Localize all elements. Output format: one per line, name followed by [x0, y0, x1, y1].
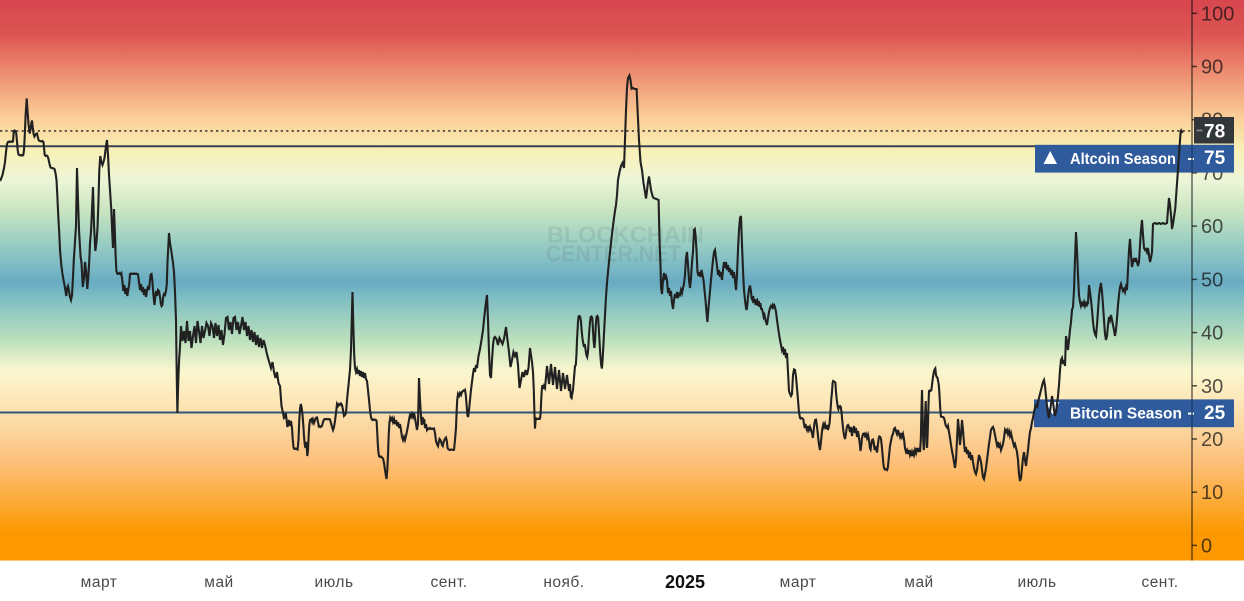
svg-text:40: 40 [1201, 323, 1223, 345]
svg-text:сент.: сент. [430, 574, 467, 591]
svg-text:Bitcoin Season: Bitcoin Season [1070, 406, 1182, 423]
svg-text:30: 30 [1201, 376, 1223, 398]
svg-text:сент.: сент. [1141, 574, 1178, 591]
svg-text:78: 78 [1204, 121, 1225, 142]
svg-text:10: 10 [1201, 482, 1223, 504]
svg-text:июль: июль [1017, 574, 1056, 591]
svg-text:март: март [81, 574, 118, 591]
svg-text:2025: 2025 [665, 572, 705, 592]
svg-text:20: 20 [1201, 429, 1223, 451]
svg-text:май: май [904, 574, 933, 591]
svg-text:июль: июль [314, 574, 353, 591]
svg-text:Altcoin Season: Altcoin Season [1070, 151, 1176, 168]
svg-text:90: 90 [1201, 57, 1223, 79]
svg-text:25: 25 [1204, 403, 1226, 424]
svg-text:нояб.: нояб. [543, 574, 584, 591]
svg-text:75: 75 [1204, 148, 1226, 169]
svg-text:май: май [204, 574, 233, 591]
svg-text:0: 0 [1201, 535, 1212, 557]
svg-text:60: 60 [1201, 216, 1223, 238]
svg-text:CENTER.NET: CENTER.NET [546, 241, 681, 267]
svg-text:март: март [780, 574, 817, 591]
svg-text:100: 100 [1201, 3, 1234, 25]
svg-text:50: 50 [1201, 269, 1223, 291]
svg-text:BLOCKCHAIN: BLOCKCHAIN [547, 222, 704, 248]
